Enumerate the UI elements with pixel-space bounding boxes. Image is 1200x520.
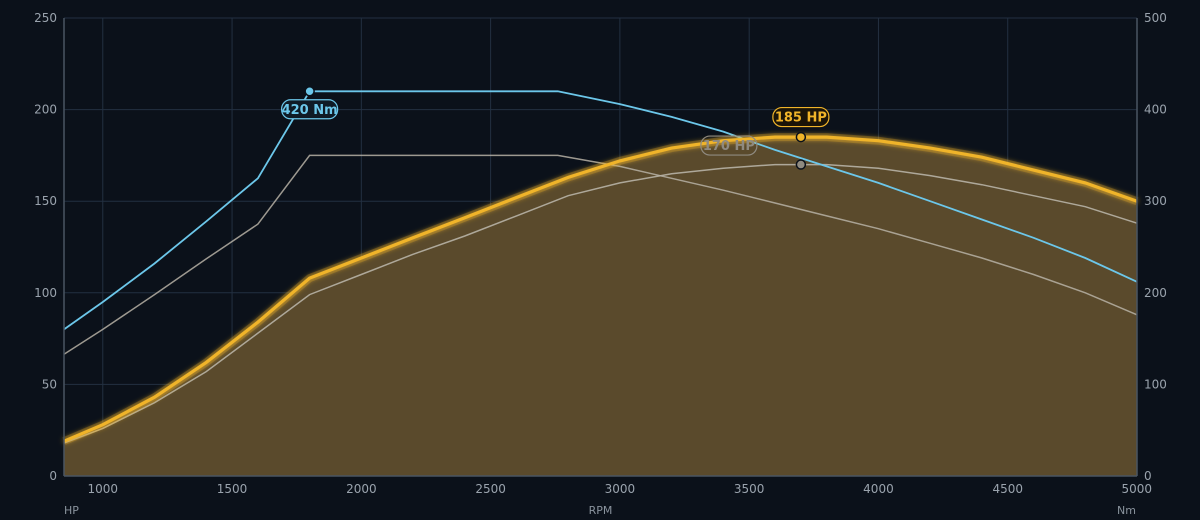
torque-tuned-line [63,90,1138,331]
y-right-tick-label: 100 [1144,377,1167,391]
x-tick-label: 3500 [734,482,765,496]
y-left-tick-label: 200 [34,103,57,117]
hp-area-fill [64,137,1137,476]
hp-stock-line [63,163,1138,444]
y-left-axis-label: HP [64,504,79,517]
y-right-tick-label: 200 [1144,286,1167,300]
y-left-tick-label: 150 [34,194,57,208]
x-tick-label: 4500 [992,482,1023,496]
x-tick-label: 5000 [1121,482,1152,496]
y-left-tick-label: 250 [34,11,57,25]
peak-label-pill [772,106,830,128]
x-tick-label: 1000 [88,482,119,496]
y-left-tick-label: 100 [34,286,57,300]
x-axis-label: RPM [589,504,613,517]
peak-label: 420 Nm [282,103,338,118]
y-left-tick-label: 50 [42,377,57,391]
hp-tuned-line [63,135,1138,443]
x-tick-label: 3000 [605,482,636,496]
x-tick-label: 2500 [475,482,506,496]
x-tick-label: 4000 [863,482,894,496]
line-layer [62,90,1139,445]
torque-stock-line [63,154,1138,355]
y-right-tick-label: 500 [1144,11,1167,25]
y-right-tick-label: 0 [1144,469,1152,483]
peak-label-pill [281,99,339,120]
y-right-axis-label: Nm [1117,504,1136,517]
x-tick-label: 1500 [217,482,248,496]
annotations: 420 Nm 185 HP 170 HP [281,86,830,170]
area-layer [64,137,1137,476]
peak-marker [304,86,315,97]
y-left-tick-label: 0 [49,469,57,483]
y-right-tick-label: 300 [1144,194,1167,208]
x-tick-label: 2000 [346,482,377,496]
peak-marker [795,131,807,143]
y-right-tick-label: 400 [1144,103,1167,117]
peak-label: 185 HP [775,111,827,126]
peak-marker [795,159,807,170]
peak-label-pill [700,135,758,156]
peak-label: 170 HP [703,139,755,154]
